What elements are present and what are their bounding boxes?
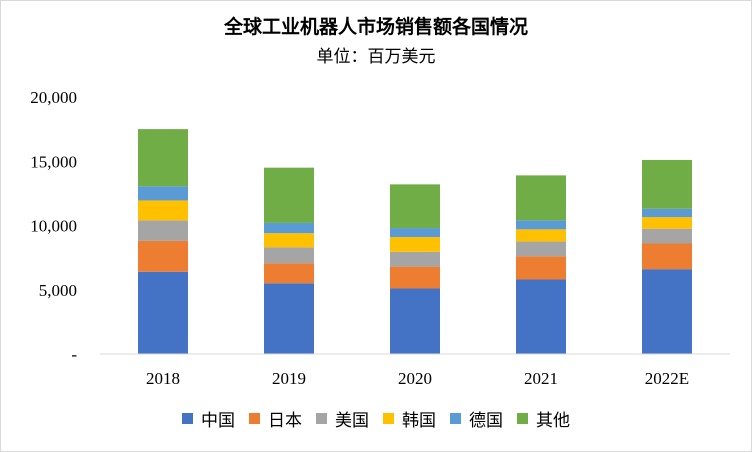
legend-item: 中国 (182, 406, 235, 431)
bar-segment (642, 269, 692, 354)
bar-segment (264, 222, 314, 234)
bar-segment (642, 243, 692, 270)
x-tick-label: 2018 (146, 369, 180, 388)
legend-swatch (450, 413, 461, 424)
bar-segment (264, 283, 314, 354)
legend-swatch (182, 413, 193, 424)
bar-segment (138, 200, 188, 221)
y-tick-label: 5,000 (39, 281, 77, 300)
chart-title: 全球工业机器人市场销售额各国情况 (223, 16, 528, 38)
bar-segment (642, 228, 692, 244)
legend-swatch (249, 413, 260, 424)
legend-item: 日本 (249, 406, 302, 431)
legend-swatch (383, 413, 394, 424)
bar-segment (264, 247, 314, 264)
bar-segment (516, 241, 566, 257)
legend-label: 中国 (201, 411, 235, 431)
legend-label: 其他 (536, 411, 570, 431)
x-tick-label: 2020 (398, 369, 432, 388)
legend-item: 韩国 (383, 406, 436, 431)
legend-label: 美国 (335, 411, 369, 431)
legend-swatch (316, 413, 327, 424)
legend-label: 韩国 (402, 411, 436, 431)
y-tick-label: 15,000 (30, 152, 77, 171)
x-tick-label: 2019 (272, 369, 306, 388)
legend-label: 日本 (268, 411, 302, 431)
y-tick-label: 10,000 (30, 217, 77, 236)
bar-segment (516, 279, 566, 354)
bar-segment (390, 237, 440, 252)
legend-label: 德国 (469, 411, 503, 431)
bar-segment (390, 288, 440, 354)
legend-item: 其他 (517, 406, 570, 431)
bar-segment (138, 240, 188, 272)
bar-segment (138, 271, 188, 354)
legend-item: 德国 (450, 406, 503, 431)
bar-segment (138, 186, 188, 201)
chart-subtitle: 单位：百万美元 (316, 47, 436, 67)
bar-segment (516, 175, 566, 221)
bar-segment (264, 233, 314, 248)
legend-item: 美国 (316, 406, 369, 431)
bar-segment (390, 251, 440, 267)
y-tick-label: 20,000 (30, 88, 77, 107)
bar-segment (138, 129, 188, 187)
x-tick-label: 2021 (524, 369, 558, 388)
bar-segment (516, 229, 566, 242)
bar-segment (264, 167, 314, 223)
bar-segment (138, 220, 188, 241)
chart-legend: 中国 日本 美国 韩国 德国 其他 (0, 406, 752, 431)
bar-segment (642, 159, 692, 209)
legend-swatch (517, 413, 528, 424)
bar-segment (390, 266, 440, 289)
bar-segment (516, 220, 566, 230)
x-tick-label: 2022E (645, 369, 689, 388)
bar-segment (390, 228, 440, 238)
bar-segment (264, 263, 314, 284)
bar-segment (642, 208, 692, 218)
bar-segment (516, 256, 566, 280)
bar-segment (642, 217, 692, 229)
y-tick-label: - (71, 345, 77, 364)
bar-segment (390, 184, 440, 229)
